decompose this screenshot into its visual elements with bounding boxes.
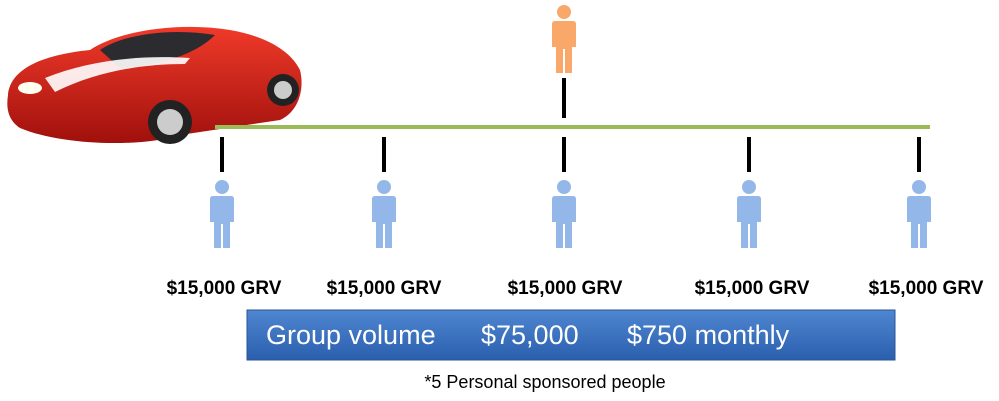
banner-label: Group volume	[266, 320, 436, 350]
node-label: $15,000 GRV	[167, 278, 282, 299]
footnote: *5 Personal sponsored people	[424, 372, 665, 392]
node-label: $15,000 GRV	[869, 278, 984, 299]
person-icon	[907, 180, 931, 248]
person-icon	[210, 180, 234, 248]
person-icon	[552, 5, 576, 73]
person-icon	[737, 180, 761, 248]
diagram: Group volume $75,000 $750 monthly *5 Per…	[0, 0, 999, 401]
banner-monthly: $750 monthly	[627, 320, 790, 350]
node-label: $15,000 GRV	[695, 278, 810, 299]
node-label: $15,000 GRV	[508, 278, 623, 299]
person-icon	[552, 180, 576, 248]
node-label: $15,000 GRV	[327, 278, 442, 299]
banner-volume: $75,000	[481, 320, 579, 350]
person-icon	[372, 180, 396, 248]
